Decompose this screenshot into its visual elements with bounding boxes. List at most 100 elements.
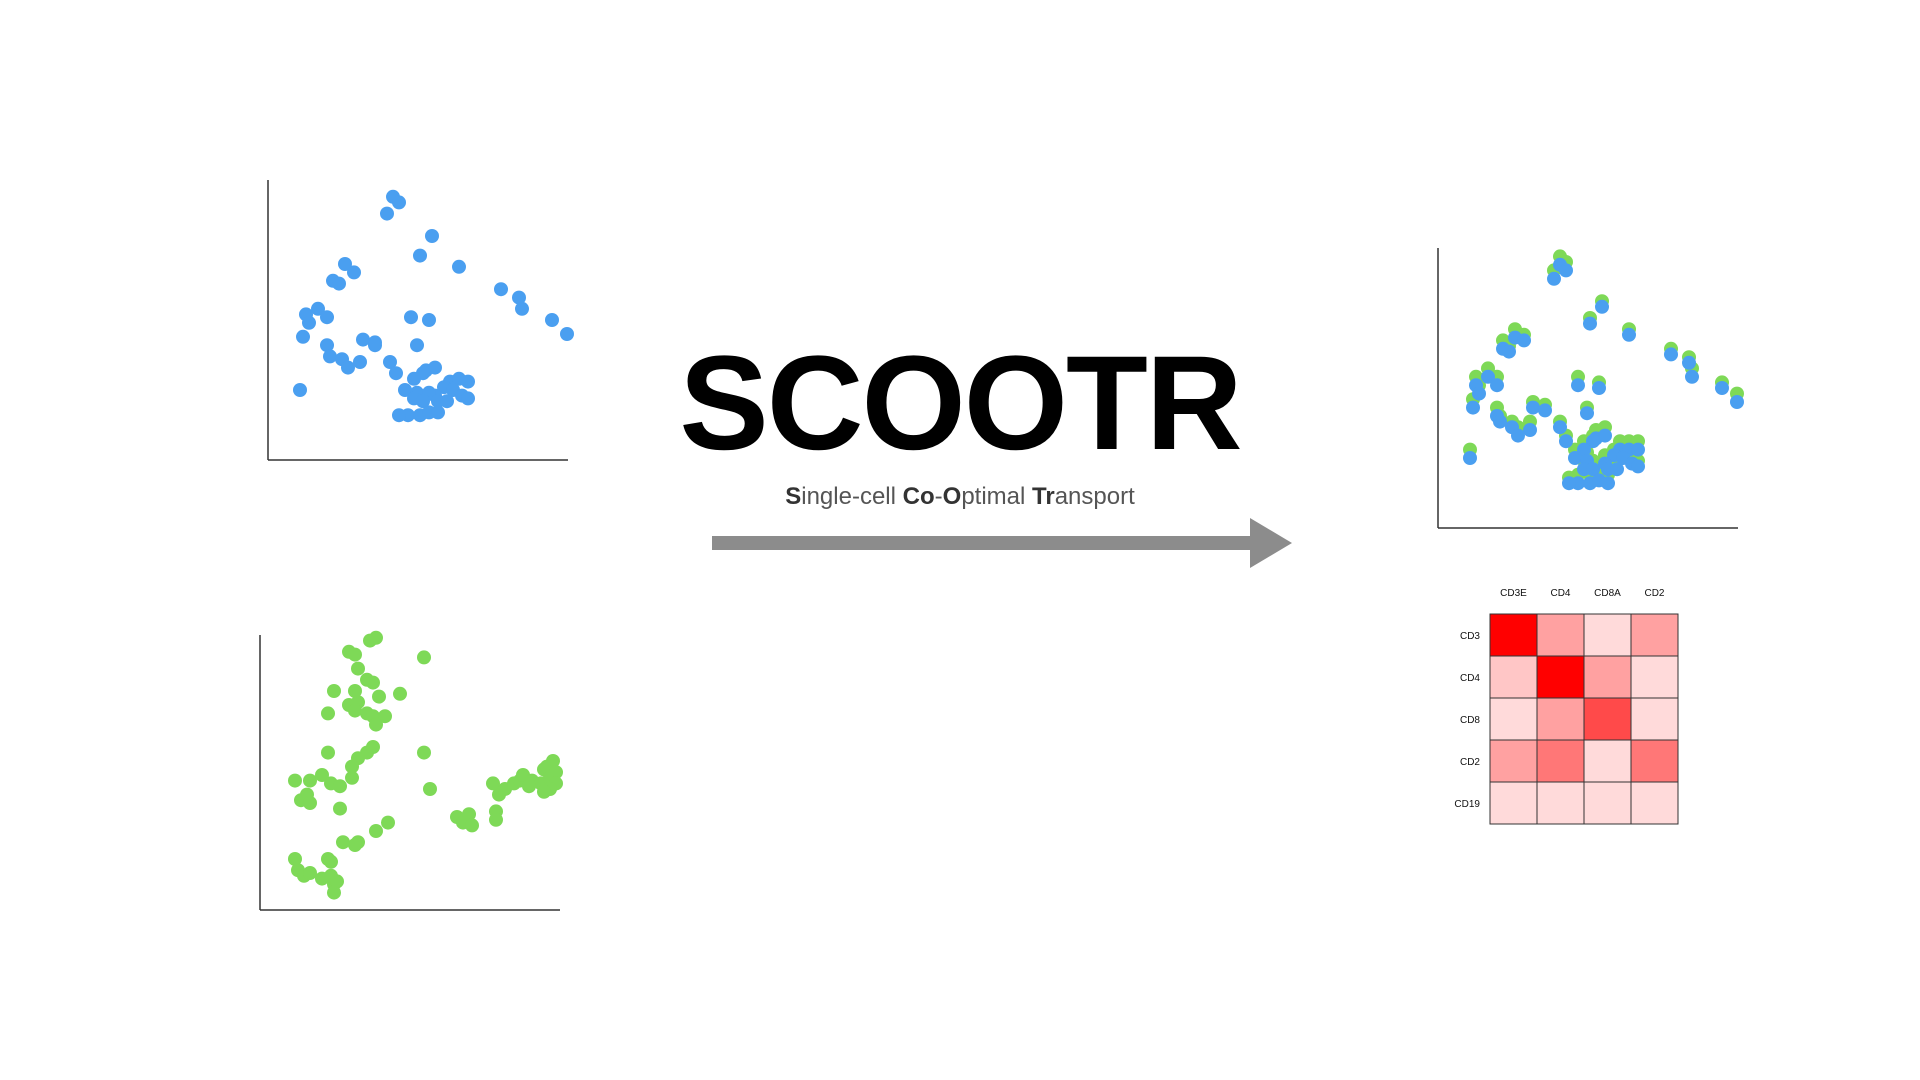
heatmap-cell [1536,739,1585,783]
scatter-point [549,765,563,780]
heatmap-cell [1536,655,1585,699]
scatter-point [404,310,418,325]
heatmap-column-label: CD8A [1594,588,1621,599]
scatter-point [353,355,367,369]
scatter-point [288,773,302,788]
heatmap-row-label: CD4 [1460,673,1480,684]
scatter-point [320,310,334,325]
subtitle-part: - [934,483,943,510]
scatter-point [321,745,335,760]
scatter-point [296,329,310,344]
scatter-point [315,768,329,782]
scatter-point [327,885,341,900]
scatter-point [356,332,370,347]
scatter-point [440,394,454,409]
scatter-point [288,852,302,866]
subtitle-part: ingle-cell [801,483,903,510]
heatmap-cell [1630,739,1679,783]
heatmap-row-label: CD19 [1454,799,1480,810]
scatter-point [369,630,383,645]
scatter-point [1631,442,1645,457]
scatter-point [1493,414,1507,429]
scatter-point [369,717,383,732]
scatter-point [338,257,352,271]
scatter-point [461,374,475,389]
scatter-point [1571,378,1585,393]
scatter-point [512,290,526,305]
heatmap-cell [1630,655,1679,699]
scatter-point [398,383,412,397]
heatmap-row-label: CD2 [1460,757,1480,768]
scatter-point [348,647,362,662]
heatmap-cell [1583,781,1632,825]
scatter-point [1568,451,1582,465]
scatter-point [1592,381,1606,395]
scatter-point [410,338,424,353]
scatter-point [327,684,341,698]
heatmap-cell [1583,613,1632,657]
scatter-point [422,313,436,327]
scatter-point [1730,395,1744,409]
scatter-point [392,408,406,423]
scatter-point [465,818,479,833]
scatter-point [330,874,344,889]
subtitle-part: ptimal [961,483,1032,510]
scatter-point [348,684,362,698]
correlation-heatmap: CD3E CD4 CD8A CD2 CD3 CD4 CD8 CD2 CD19 [1454,588,1679,825]
scatter-point [392,195,406,210]
right-arrow-icon [712,518,1292,568]
scatter-point [1472,386,1486,401]
scatter-point [423,782,437,796]
scatter-point [1559,263,1573,278]
scatter-point [489,812,503,827]
scatter-point [1481,369,1495,384]
scatter-point [1562,476,1576,491]
scatter-point [389,366,403,381]
scatter-point [351,661,365,676]
subtitle-part: ansport [1054,483,1135,510]
scatter-point [303,866,317,880]
heatmap-cell [1630,697,1679,741]
scatter-point [333,779,347,794]
scatter-point [407,371,421,386]
scatter-point [1538,403,1552,418]
scatter-point [1715,381,1729,395]
scatter-point [1547,271,1561,286]
scatter-point [1598,428,1612,443]
scatter-point [369,824,383,838]
scatter-point [311,301,325,316]
heatmap-cell [1489,739,1538,783]
scatter-point [341,360,355,375]
scatter-point [515,301,529,316]
scatter-plot-blue [267,180,574,461]
scatter-point [1682,355,1696,370]
scatter-point [1586,462,1600,477]
scatter-point [1517,333,1531,348]
heatmap-column-label: CD2 [1644,588,1664,599]
scatter-point [383,355,397,369]
scatter-point [546,754,560,768]
scatter-point [1511,428,1525,443]
heatmap-cell [1536,613,1585,657]
scatter-point [372,689,386,704]
scatter-point [381,815,395,830]
scatter-point [425,229,439,243]
scatter-point [1463,451,1477,465]
scatter-point [417,650,431,665]
heatmap-cell [1630,613,1679,657]
scatter-point [366,740,380,754]
diagram-title: SCOOTR [679,329,1242,478]
heatmap-column-label: CD4 [1550,588,1570,599]
scatter-point [537,784,551,799]
scatter-point [303,796,317,810]
scatter-point [417,745,431,760]
scatter-point [560,327,574,341]
heatmap-cell [1489,655,1538,699]
scatter-point [380,206,394,221]
heatmap-cell [1536,781,1585,825]
scatter-point [336,835,350,850]
subtitle-part: O [942,483,962,510]
heatmap-row-label: CD8 [1460,715,1480,726]
scatter-point [303,773,317,788]
heatmap-cell [1536,697,1585,741]
